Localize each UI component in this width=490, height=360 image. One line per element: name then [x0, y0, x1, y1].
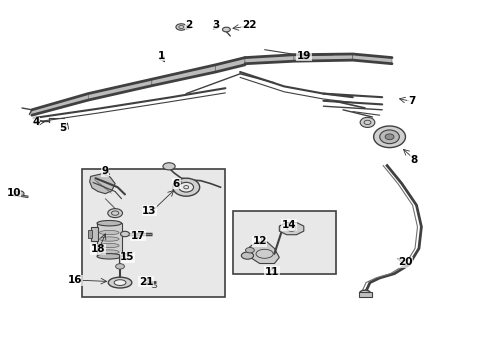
Polygon shape [32, 94, 88, 115]
Text: 7: 7 [408, 96, 416, 106]
Text: 20: 20 [398, 257, 413, 267]
Ellipse shape [108, 277, 132, 288]
Ellipse shape [179, 182, 194, 192]
Polygon shape [279, 222, 304, 235]
Bar [359, 292, 372, 297]
Text: 1: 1 [158, 51, 165, 61]
Polygon shape [245, 55, 294, 64]
Ellipse shape [121, 231, 129, 237]
Text: 12: 12 [252, 236, 267, 246]
Ellipse shape [385, 134, 394, 140]
Ellipse shape [99, 230, 119, 235]
Polygon shape [216, 58, 245, 72]
Ellipse shape [116, 264, 124, 269]
Ellipse shape [360, 117, 375, 127]
Bar [233, 211, 336, 274]
Ellipse shape [176, 24, 187, 30]
Ellipse shape [360, 290, 370, 296]
Ellipse shape [97, 253, 122, 259]
Text: 19: 19 [296, 51, 311, 61]
Text: 2: 2 [185, 20, 192, 30]
Bar [82, 169, 225, 297]
Ellipse shape [145, 280, 151, 283]
Ellipse shape [15, 191, 24, 197]
Ellipse shape [245, 248, 254, 253]
Text: 18: 18 [91, 244, 105, 254]
Ellipse shape [108, 209, 122, 217]
Polygon shape [353, 54, 392, 64]
Text: 14: 14 [282, 220, 296, 230]
Text: 11: 11 [265, 267, 279, 277]
Text: 4: 4 [32, 117, 40, 127]
Ellipse shape [172, 178, 200, 196]
Ellipse shape [163, 163, 175, 170]
Text: 10: 10 [6, 188, 21, 198]
Ellipse shape [380, 130, 399, 144]
Bar [91, 227, 98, 241]
Text: 3: 3 [212, 20, 219, 30]
Polygon shape [152, 65, 216, 86]
Ellipse shape [114, 280, 126, 285]
Polygon shape [294, 54, 353, 61]
Polygon shape [247, 242, 279, 264]
Ellipse shape [222, 27, 230, 32]
Ellipse shape [99, 243, 119, 248]
Text: 13: 13 [142, 206, 157, 216]
Bar [88, 230, 92, 238]
Text: 16: 16 [68, 275, 82, 285]
Text: 21: 21 [139, 276, 153, 287]
Ellipse shape [373, 126, 406, 148]
Text: 9: 9 [102, 166, 109, 176]
Ellipse shape [97, 220, 122, 226]
Text: 8: 8 [411, 155, 417, 165]
Text: 17: 17 [131, 231, 146, 241]
Text: 6: 6 [173, 179, 180, 189]
Ellipse shape [99, 237, 119, 241]
Ellipse shape [99, 250, 119, 254]
Bar [97, 223, 122, 256]
Text: 5: 5 [59, 123, 66, 133]
Text: 15: 15 [120, 252, 135, 262]
Text: 22: 22 [242, 20, 256, 30]
Polygon shape [90, 174, 115, 194]
Ellipse shape [241, 252, 254, 259]
Polygon shape [88, 79, 152, 100]
